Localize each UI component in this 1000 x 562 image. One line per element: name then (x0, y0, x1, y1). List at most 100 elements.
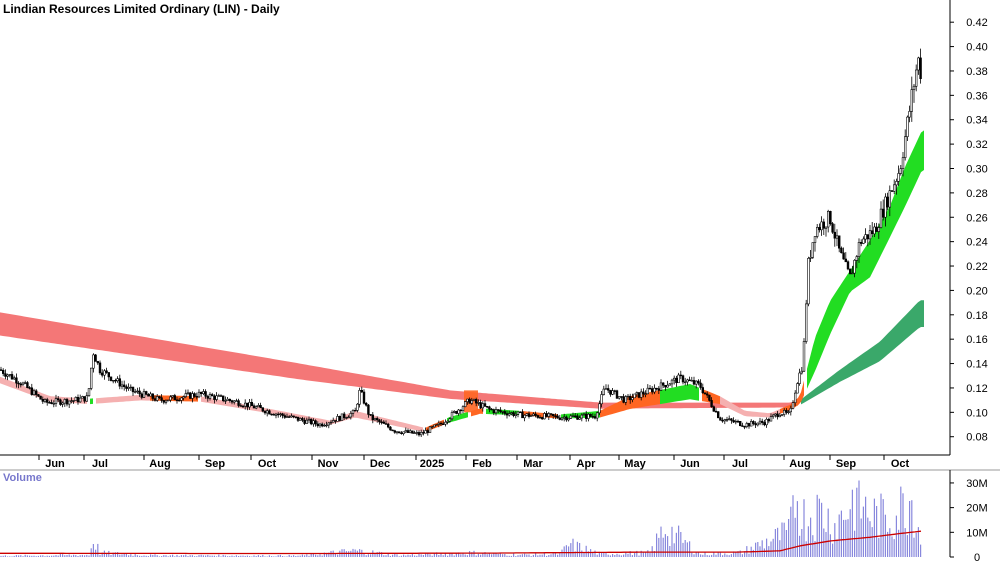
volume-bar (293, 555, 295, 557)
volume-bar (823, 528, 825, 557)
price-candle (287, 415, 291, 418)
volume-bar (656, 533, 658, 557)
price-candle (600, 391, 603, 408)
volume-bar (218, 554, 220, 557)
volume-bar (101, 552, 103, 557)
price-candle (626, 394, 630, 400)
price-candle (395, 431, 399, 435)
volume-bar (194, 556, 196, 557)
volume-bar (814, 541, 816, 557)
volume-bar (702, 554, 704, 557)
volume-bar (385, 555, 387, 557)
volume-bar (167, 556, 169, 557)
price-candle (265, 408, 269, 417)
price-candle (604, 384, 608, 390)
price-candle (778, 412, 782, 418)
price-candle (259, 402, 262, 409)
price-candle (538, 415, 542, 419)
price-candle (301, 416, 304, 423)
volume-bar (510, 555, 512, 557)
price-candle (272, 413, 275, 416)
price-candle (831, 222, 834, 234)
volume-bar (913, 537, 915, 557)
price-candle (545, 411, 548, 418)
price-candle (358, 387, 361, 408)
price-candle (356, 403, 359, 413)
volume-bar (680, 532, 682, 557)
volume-bar (323, 552, 325, 557)
volume-bar (805, 541, 807, 557)
price-candle (683, 377, 687, 386)
price-candle (595, 411, 599, 422)
price-candle (94, 354, 97, 362)
volume-bar (741, 554, 743, 557)
price-candle (560, 417, 564, 421)
volume-bar (561, 549, 563, 557)
volume-bar (700, 554, 702, 557)
price-candle (897, 165, 900, 186)
price-candle (727, 415, 731, 421)
price-candle (156, 394, 159, 402)
volume-bar (134, 554, 136, 557)
price-candle (87, 388, 91, 397)
volume-bar (616, 553, 618, 557)
price-candle (336, 414, 339, 422)
volume-bar (438, 555, 440, 557)
volume-bar (557, 554, 559, 557)
price-candle (206, 394, 209, 402)
volume-bar (363, 553, 365, 557)
price-candle (501, 410, 504, 415)
volume-bar (176, 554, 178, 557)
volume-bar (229, 556, 231, 557)
volume-bar (306, 554, 308, 557)
price-candle (45, 397, 49, 406)
volume-bar (44, 556, 46, 557)
price-candle (523, 414, 526, 422)
volume-bar (583, 553, 585, 557)
volume-bar (818, 498, 820, 557)
price-candle (224, 396, 227, 404)
volume-bar (519, 554, 521, 557)
volume-bar (480, 554, 482, 557)
price-candle (331, 417, 335, 423)
price-candle (756, 422, 760, 427)
volume-bar (517, 555, 519, 557)
price-candle (631, 393, 634, 403)
volume-bar (427, 552, 429, 557)
price-panel: 0.42 0.40 0.38 0.36 0.34 0.32 0.30 0.28 0.26 0.24… (0, 0, 988, 470)
price-tick-label: 0.32 (966, 139, 987, 151)
price-candle (846, 260, 850, 271)
volume-bar (119, 554, 121, 557)
price-candle (903, 129, 907, 161)
volume-bar (893, 539, 895, 557)
price-candle (435, 424, 438, 426)
volume-bar (708, 555, 710, 557)
volume-bar (334, 553, 336, 557)
price-candle (241, 404, 245, 408)
price-candle (415, 430, 418, 436)
price-candle (413, 430, 416, 434)
price-candle (83, 396, 86, 404)
volume-bar (752, 549, 754, 557)
price-candle (193, 392, 196, 398)
volume-bar (719, 552, 721, 557)
volume-bar (810, 517, 812, 557)
price-candle (745, 421, 749, 429)
price-candle (43, 398, 47, 404)
price-candle (59, 398, 62, 406)
price-candle (211, 392, 214, 397)
price-candle (362, 389, 366, 405)
price-candle (701, 383, 705, 394)
volume-bar (689, 541, 691, 557)
price-candle (470, 397, 473, 406)
volume-bar (634, 553, 636, 557)
volume-bar (704, 551, 706, 557)
price-candle (303, 417, 306, 425)
price-candle (758, 417, 762, 426)
price-candle (186, 389, 190, 396)
price-candle (730, 418, 733, 424)
price-candle (446, 420, 449, 425)
volume-bar (200, 554, 202, 557)
price-candle (386, 422, 390, 429)
volume-bar (123, 553, 125, 557)
